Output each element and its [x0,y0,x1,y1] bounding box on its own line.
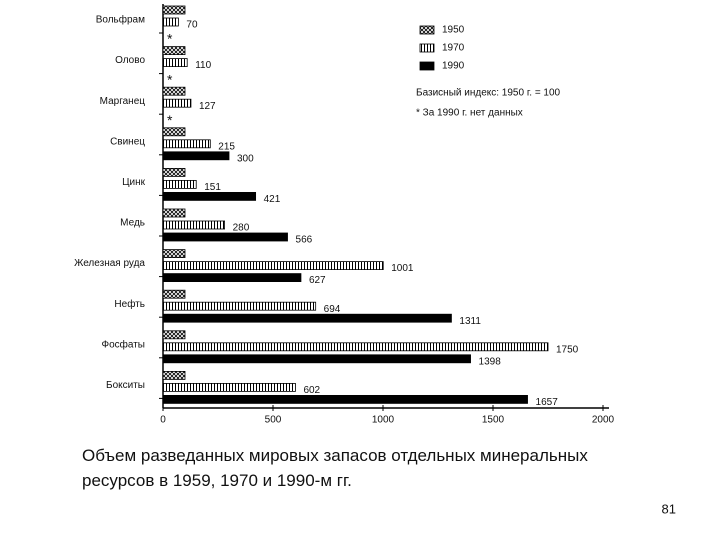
note: Базисный индекс: 1950 г. = 100 [416,88,561,99]
value-label: 127 [199,101,216,112]
category-label: Марганец [100,96,146,107]
category-label: Железная руда [74,258,145,269]
value-label: 694 [324,304,341,315]
bar [162,354,471,364]
value-label: 421 [264,194,281,205]
bar [162,58,188,67]
legend-swatch [419,61,435,71]
value-label: 280 [233,223,250,234]
legend-swatch [419,43,435,53]
bar [162,313,452,323]
note: * За 1990 г. нет данных [416,108,523,119]
caption: ресурсов в 1959, 1970 и 1990-м гг. [82,471,352,490]
bar [162,342,549,352]
category-label: Свинец [110,136,145,147]
category-label: Цинк [122,177,146,188]
category-label: Олово [115,55,145,66]
legend-label: 1970 [442,43,465,54]
value-label: 1750 [556,344,579,355]
value-label: 1398 [479,356,502,367]
bar [162,301,317,311]
caption: Объем разведанных мировых запасов отдель… [82,446,588,465]
bar [162,289,186,299]
bar [162,151,230,161]
value-label: 110 [195,60,211,71]
page-number: 81 [662,501,676,516]
value-label: 1001 [391,263,414,274]
bar [162,208,186,218]
bar [162,17,179,27]
bar [162,220,225,230]
value-label: 151 [204,182,221,193]
x-tick-label: 2000 [592,415,615,426]
bar [162,330,186,340]
missing-marker: * [167,71,173,87]
category-label: Бокситы [106,380,145,391]
legend-label: 1950 [442,25,465,36]
x-tick-label: 1500 [482,415,505,426]
category-label: Медь [120,218,145,229]
x-tick-label: 1000 [372,415,395,426]
bar [162,5,186,15]
x-tick-label: 0 [160,415,166,426]
bar [162,232,288,242]
bar [162,191,257,201]
value-label: 215 [218,141,235,152]
category-label: Нефть [114,298,145,310]
bar [162,273,302,283]
bar [162,46,186,55]
bar [162,179,197,189]
value-label: 1311 [459,316,481,327]
value-label: 1657 [536,397,559,408]
bar [162,167,186,177]
value-label: 70 [186,20,198,31]
bar [162,249,186,259]
category-label: Вольфрам [96,14,145,26]
bar [162,139,211,149]
bar [162,98,192,108]
missing-marker: * [167,112,173,128]
legend-swatch [419,25,435,35]
x-tick-label: 500 [265,415,282,426]
value-label: 566 [296,235,313,246]
category-label: Фосфаты [101,338,145,350]
bar [162,394,528,404]
value-label: 602 [303,385,320,396]
bar [162,127,186,137]
bar [162,382,296,392]
missing-marker: * [167,31,173,47]
bar [162,261,384,271]
bar [162,86,186,96]
value-label: 627 [309,275,326,286]
value-label: 300 [237,153,254,164]
bar [162,370,186,380]
legend-label: 1990 [442,61,465,72]
